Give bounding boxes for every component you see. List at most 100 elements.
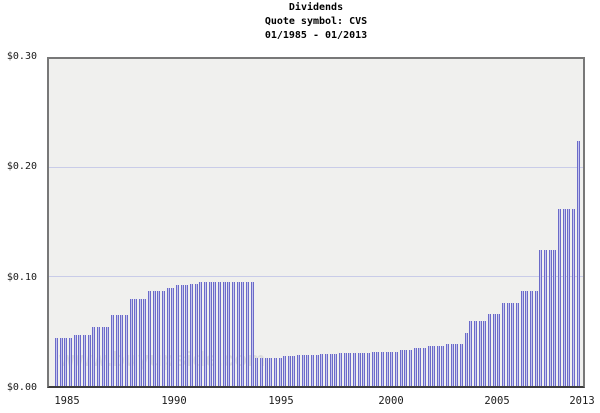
- dividend-bar: [483, 321, 487, 386]
- dividend-bar: [176, 285, 180, 386]
- dividend-bar: [399, 350, 403, 386]
- dividend-bar: [143, 299, 147, 386]
- dividend-bar: [460, 344, 464, 386]
- dividend-bar: [311, 355, 315, 386]
- dividend-bar: [567, 209, 571, 386]
- x-tick-label: 1995: [268, 395, 294, 407]
- dividend-bar: [450, 344, 454, 386]
- dividend-bar: [157, 291, 161, 386]
- dividend-bar: [511, 303, 515, 386]
- dividend-bar: [204, 282, 207, 386]
- dividend-bar: [534, 291, 538, 386]
- dividend-bar: [380, 352, 384, 386]
- dividend-bar: [96, 327, 100, 386]
- dividend-bar: [264, 358, 268, 386]
- dividend-bar: [55, 338, 58, 386]
- dividend-bar: [245, 282, 249, 386]
- gridline: [49, 167, 583, 168]
- dividend-bar: [515, 303, 519, 386]
- dividend-bar: [422, 348, 426, 386]
- dividend-bar: [124, 315, 128, 386]
- dividend-bar: [469, 321, 473, 386]
- x-tick-label: 2013: [569, 395, 595, 407]
- dividend-bar: [520, 291, 524, 386]
- dividend-bar: [492, 314, 496, 386]
- dividend-bar: [283, 356, 287, 386]
- dividend-bar: [334, 354, 338, 386]
- dividend-bar: [548, 250, 552, 386]
- dividend-bar: [82, 335, 86, 386]
- dividend-bar: [250, 282, 254, 386]
- dividend-bar: [376, 352, 380, 386]
- dividend-bar: [269, 358, 273, 386]
- dividend-bar: [362, 353, 366, 386]
- dividend-bar: [152, 291, 156, 386]
- dividend-bar: [353, 353, 356, 386]
- dividend-bar: [78, 335, 82, 386]
- chart-title: Dividends: [288, 2, 344, 13]
- dividend-bar: [366, 353, 370, 386]
- dividend-bar: [357, 353, 361, 386]
- dividend-bar: [436, 346, 440, 386]
- dividend-bar: [371, 352, 375, 386]
- dividend-bar: [64, 338, 68, 386]
- dividend-bar: [427, 346, 431, 386]
- dividend-bar: [278, 358, 282, 386]
- dividend-bar: [120, 315, 124, 386]
- dividend-bar: [217, 282, 221, 386]
- dividend-bar: [92, 327, 96, 386]
- dividend-bar: [464, 333, 468, 386]
- dividend-bar: [166, 288, 170, 386]
- dividend-bar: [488, 314, 492, 386]
- dividend-bar: [227, 282, 231, 386]
- dividend-bar: [404, 350, 408, 386]
- dividend-bar: [557, 209, 561, 386]
- dividend-bar: [185, 285, 189, 386]
- dividend-bar: [562, 209, 566, 386]
- dividend-bar: [325, 354, 329, 386]
- dividend-bar: [441, 346, 445, 386]
- dividend-bar: [213, 282, 217, 386]
- dividend-bar: [236, 282, 240, 386]
- dividend-bar: [59, 338, 63, 386]
- y-tick-label: $0.30: [6, 51, 37, 62]
- dividend-bar: [418, 348, 422, 386]
- dividend-bar: [506, 303, 510, 386]
- dividend-bar: [73, 335, 77, 386]
- dividend-bar: [101, 327, 105, 386]
- dividend-bar: [432, 346, 436, 386]
- dividend-bar: [241, 282, 245, 386]
- y-tick-label: $0.10: [6, 271, 37, 283]
- dividend-bar: [394, 352, 398, 386]
- dividend-bar: [138, 299, 142, 386]
- dividend-bar: [497, 314, 501, 386]
- dividend-bar: [306, 355, 310, 386]
- chart-subtitle: Quote symbol: CVS: [264, 16, 368, 27]
- plot-area: www.buyupside.com: [47, 57, 585, 388]
- x-tick-label: 2000: [378, 395, 404, 407]
- dividend-bar: [190, 284, 194, 386]
- dividend-bar: [259, 358, 263, 386]
- dividend-bar: [571, 209, 575, 386]
- dividend-bar: [543, 250, 547, 386]
- dividend-bar: [148, 291, 152, 386]
- y-tick-label: $0.00: [6, 382, 37, 393]
- dividend-bar: [208, 282, 212, 386]
- dividend-bar: [231, 282, 235, 386]
- x-tick-label: 2005: [484, 395, 510, 407]
- dividend-bar: [525, 291, 529, 386]
- dividend-bar: [287, 356, 291, 386]
- chart-title-block: Dividends Quote symbol: CVS 01/1985 - 01…: [47, 1, 585, 43]
- x-tick-label: 1990: [161, 395, 187, 407]
- bars-container: [49, 59, 583, 386]
- dividend-bar: [255, 358, 259, 386]
- dividend-bar: [385, 352, 389, 386]
- dividend-bar: [446, 344, 450, 386]
- dividend-bar: [106, 327, 110, 386]
- dividend-bar: [315, 355, 319, 386]
- dividend-bar: [320, 354, 324, 386]
- dividend-bar: [297, 355, 301, 386]
- dividend-bar: [455, 344, 459, 386]
- dividend-bar: [576, 141, 580, 386]
